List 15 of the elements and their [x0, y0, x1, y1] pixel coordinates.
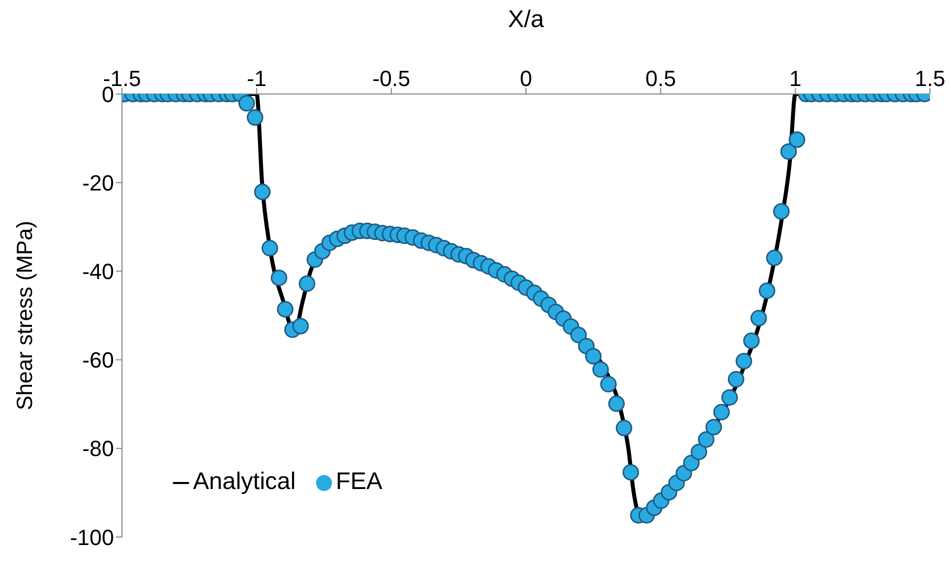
y-axis-title: Shear stress (MPa): [12, 220, 37, 410]
y-tick-label: -80: [82, 436, 114, 462]
y-tick-label: -100: [70, 524, 114, 550]
x-tick-label: 0.5: [645, 66, 676, 91]
x-tick-label: 1: [789, 66, 802, 91]
y-tick-label: -20: [82, 170, 114, 196]
x-axis-title: X/a: [508, 6, 545, 34]
legend-label: FEA: [336, 468, 382, 495]
x-tick-label: 0: [520, 66, 532, 91]
x-tick-label: -0.5: [372, 66, 410, 91]
y-tick-label: -40: [82, 259, 114, 284]
x-tick-label: -1: [246, 66, 266, 91]
x-tick-label: 1.5: [914, 66, 946, 91]
y-tick-label: -60: [82, 348, 114, 373]
legend-label: Analytical: [193, 468, 296, 495]
